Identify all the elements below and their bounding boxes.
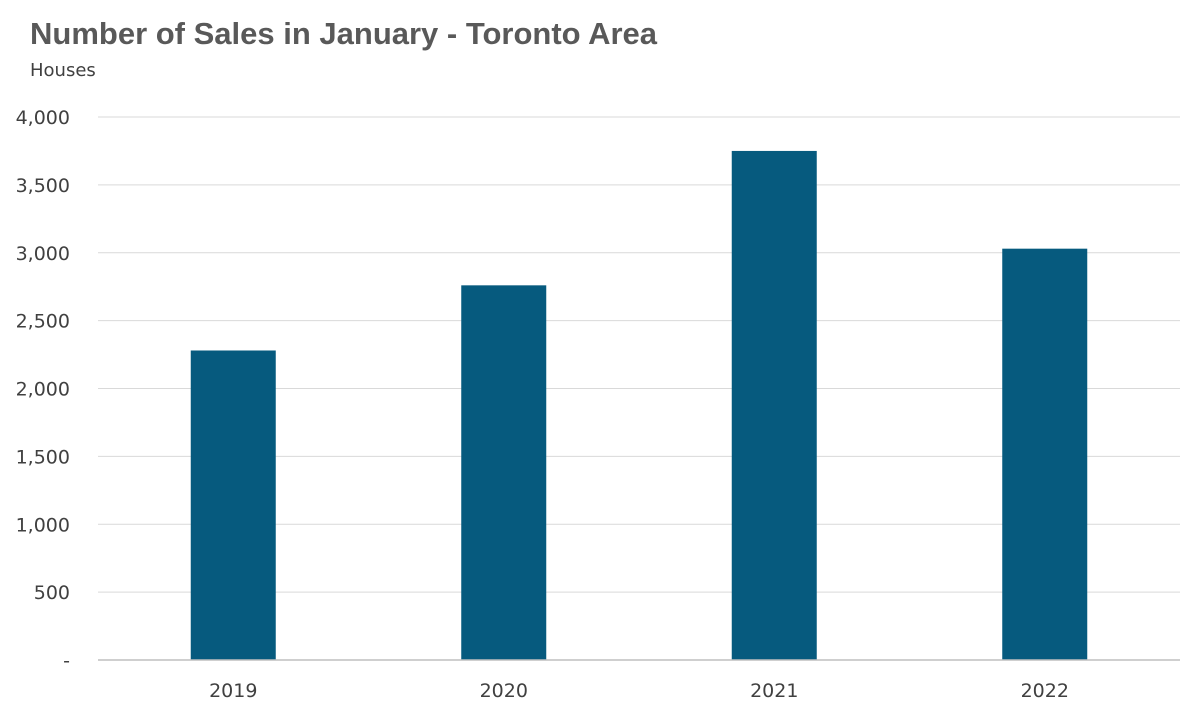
bar-2021 — [731, 150, 817, 660]
y-axis-tick-labels: - 500 1,000 1,500 2,000 2,500 3,000 3,500 4,000 — [16, 107, 70, 672]
y-tick-label: 2,500 — [16, 311, 70, 333]
bar-2022 — [1002, 248, 1088, 661]
y-tick-label: 1,500 — [16, 446, 70, 468]
y-tick-label: - — [63, 650, 70, 672]
bars — [190, 150, 1088, 661]
gridlines — [98, 116, 1180, 593]
x-tick-label: 2022 — [1021, 680, 1069, 702]
y-tick-label: 1,000 — [16, 514, 70, 536]
x-tick-label: 2019 — [209, 680, 257, 702]
bar-2020 — [461, 285, 547, 660]
chart-subtitle: Houses — [30, 60, 96, 81]
x-axis-tick-labels: 2019 2020 2021 2022 — [209, 680, 1069, 702]
y-tick-label: 4,000 — [16, 107, 70, 129]
chart-title: Number of Sales in January - Toronto Are… — [30, 16, 658, 51]
y-tick-label: 2,000 — [16, 379, 70, 401]
x-tick-label: 2020 — [480, 680, 528, 702]
x-tick-label: 2021 — [750, 680, 798, 702]
bar-2019 — [190, 350, 276, 660]
y-tick-label: 500 — [34, 582, 70, 604]
y-tick-label: 3,500 — [16, 175, 70, 197]
y-tick-label: 3,000 — [16, 243, 70, 265]
